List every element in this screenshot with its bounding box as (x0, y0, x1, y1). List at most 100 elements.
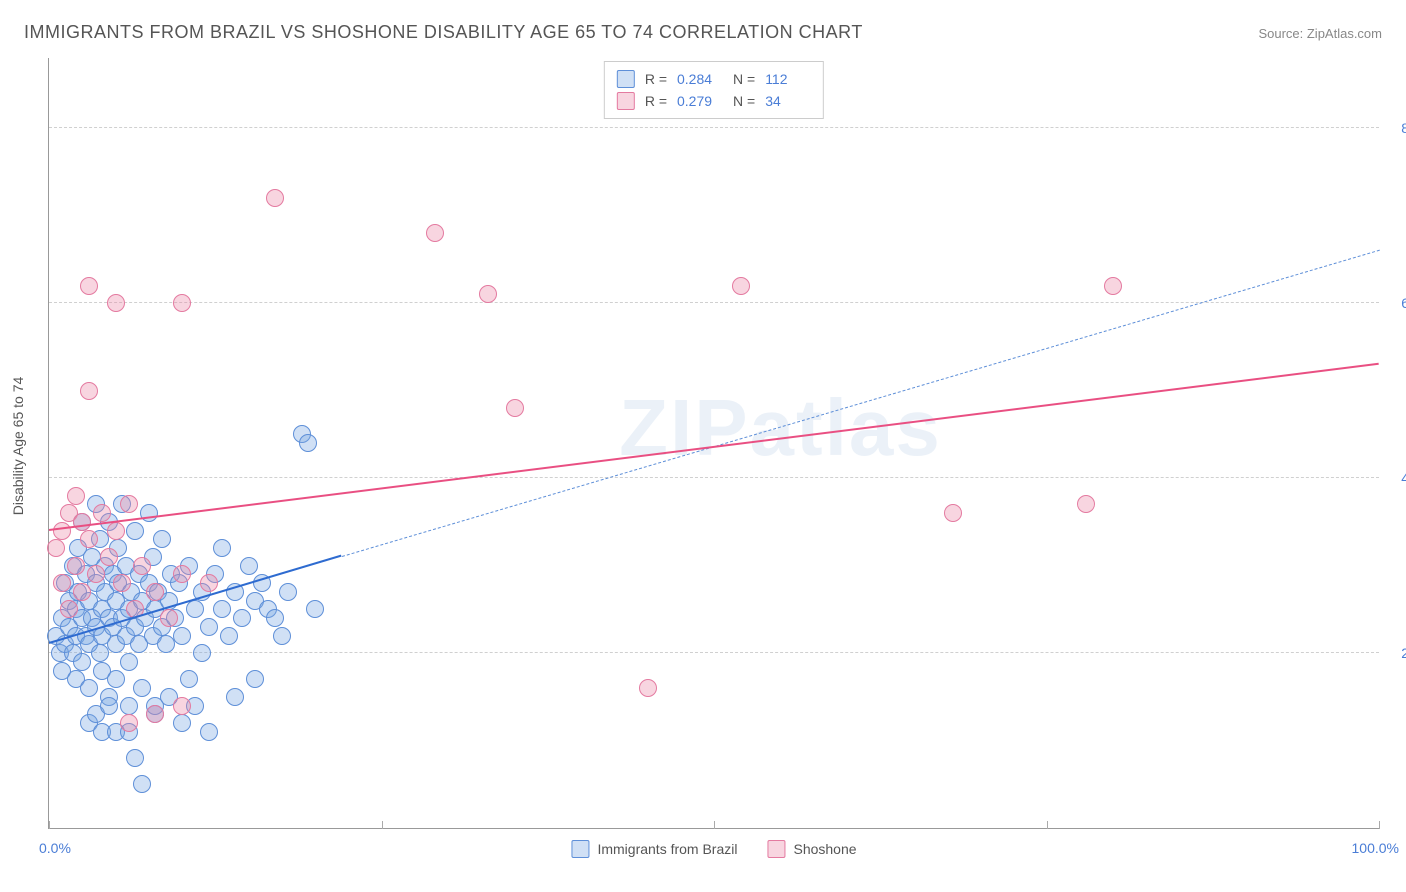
scatter-point (732, 277, 750, 295)
scatter-point (226, 688, 244, 706)
scatter-point (120, 697, 138, 715)
scatter-point (173, 697, 191, 715)
scatter-point (107, 522, 125, 540)
x-tick (714, 821, 715, 829)
scatter-point (91, 644, 109, 662)
scatter-point (233, 609, 251, 627)
scatter-point (180, 670, 198, 688)
scatter-point (146, 583, 164, 601)
scatter-point (173, 627, 191, 645)
stats-row: R =0.284N =112 (617, 68, 811, 90)
x-tick (1047, 821, 1048, 829)
chart-container: IMMIGRANTS FROM BRAZIL VS SHOSHONE DISAB… (0, 0, 1406, 892)
scatter-point (273, 627, 291, 645)
legend-swatch (617, 70, 635, 88)
x-axis-min-label: 0.0% (39, 840, 71, 856)
scatter-point (266, 189, 284, 207)
scatter-point (73, 583, 91, 601)
scatter-point (80, 382, 98, 400)
scatter-point (944, 504, 962, 522)
scatter-point (1077, 495, 1095, 513)
scatter-point (200, 618, 218, 636)
source-attribution: Source: ZipAtlas.com (1258, 26, 1382, 41)
plot-area: ZIPatlas R =0.284N =112R =0.279N =34 0.0… (48, 58, 1379, 829)
scatter-point (173, 714, 191, 732)
legend-item: Shoshone (767, 840, 856, 858)
scatter-point (299, 434, 317, 452)
scatter-point (120, 714, 138, 732)
scatter-point (126, 522, 144, 540)
scatter-point (160, 609, 178, 627)
y-tick-label: 80.0% (1386, 120, 1406, 136)
scatter-point (306, 600, 324, 618)
scatter-point (107, 294, 125, 312)
scatter-point (193, 644, 211, 662)
correlation-stats-box: R =0.284N =112R =0.279N =34 (604, 61, 824, 119)
scatter-point (80, 277, 98, 295)
scatter-point (80, 530, 98, 548)
scatter-point (53, 522, 71, 540)
scatter-point (173, 294, 191, 312)
scatter-point (146, 705, 164, 723)
scatter-point (53, 574, 71, 592)
x-tick (382, 821, 383, 829)
scatter-point (200, 723, 218, 741)
scatter-point (1104, 277, 1122, 295)
scatter-point (67, 557, 85, 575)
scatter-point (120, 653, 138, 671)
trend-line (49, 362, 1379, 530)
scatter-point (153, 530, 171, 548)
gridline (49, 127, 1379, 128)
scatter-point (279, 583, 297, 601)
scatter-point (100, 697, 118, 715)
scatter-point (47, 539, 65, 557)
scatter-point (639, 679, 657, 697)
scatter-point (126, 749, 144, 767)
scatter-point (133, 775, 151, 793)
legend-swatch (767, 840, 785, 858)
legend-swatch (617, 92, 635, 110)
scatter-point (200, 574, 218, 592)
scatter-point (213, 539, 231, 557)
stats-row: R =0.279N =34 (617, 90, 811, 112)
gridline (49, 477, 1379, 478)
scatter-point (506, 399, 524, 417)
legend-item: Immigrants from Brazil (571, 840, 737, 858)
scatter-point (426, 224, 444, 242)
legend-label: Shoshone (793, 841, 856, 857)
x-axis-max-label: 100.0% (1352, 840, 1399, 856)
scatter-point (93, 504, 111, 522)
scatter-point (479, 285, 497, 303)
scatter-point (113, 574, 131, 592)
x-tick (49, 821, 50, 829)
series-legend: Immigrants from Brazil Shoshone (571, 840, 856, 858)
scatter-point (220, 627, 238, 645)
legend-swatch (571, 840, 589, 858)
y-tick-label: 20.0% (1386, 645, 1406, 661)
scatter-point (120, 495, 138, 513)
scatter-point (133, 679, 151, 697)
gridline (49, 302, 1379, 303)
scatter-point (67, 487, 85, 505)
scatter-point (173, 565, 191, 583)
scatter-point (240, 557, 258, 575)
gridline (49, 652, 1379, 653)
x-tick (1379, 821, 1380, 829)
chart-title: IMMIGRANTS FROM BRAZIL VS SHOSHONE DISAB… (24, 22, 863, 43)
scatter-point (73, 653, 91, 671)
scatter-point (266, 609, 284, 627)
scatter-point (80, 679, 98, 697)
legend-label: Immigrants from Brazil (597, 841, 737, 857)
scatter-point (133, 557, 151, 575)
y-axis-label: Disability Age 65 to 74 (10, 377, 26, 516)
scatter-point (213, 600, 231, 618)
scatter-point (186, 600, 204, 618)
scatter-point (157, 635, 175, 653)
y-tick-label: 40.0% (1386, 470, 1406, 486)
scatter-point (246, 670, 264, 688)
scatter-point (60, 600, 78, 618)
scatter-point (87, 565, 105, 583)
scatter-point (73, 513, 91, 531)
trend-line (341, 250, 1379, 557)
scatter-point (107, 670, 125, 688)
